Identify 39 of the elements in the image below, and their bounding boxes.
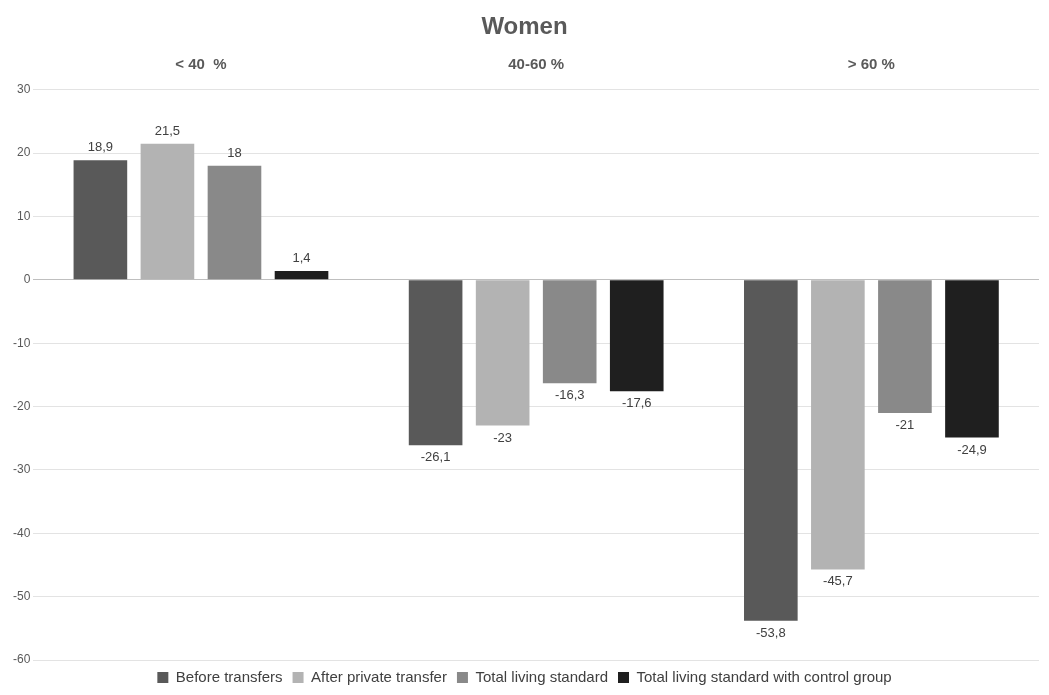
legend-label: After private transfer	[311, 667, 447, 685]
y-tick-label: 0	[23, 272, 31, 287]
chart-title: Women	[481, 12, 568, 40]
legend-label: Total living standard	[475, 667, 609, 685]
x-tick-label: > 60 %	[847, 54, 895, 72]
y-tick-label: -60	[13, 652, 31, 667]
y-tick-label: 30	[16, 82, 31, 97]
y-tick-label: -50	[13, 588, 31, 603]
data-label: 18,9	[87, 139, 114, 155]
y-tick-label: -20	[13, 398, 31, 413]
data-label: 18	[227, 144, 242, 160]
bar	[207, 165, 262, 280]
bar	[274, 271, 329, 280]
data-label: -16,3	[554, 387, 585, 403]
legend-label: Total living standard with control group	[636, 667, 892, 685]
y-tick-label: -40	[13, 525, 31, 540]
y-tick-label: 20	[16, 145, 31, 160]
data-label: -26,1	[420, 449, 451, 465]
legend-label: Before transfers	[175, 667, 283, 685]
x-tick-label: 40-60 %	[508, 54, 565, 72]
y-tick-label: 10	[16, 208, 31, 223]
bar	[744, 280, 798, 621]
y-tick-label: -30	[13, 462, 31, 477]
bar	[542, 280, 597, 384]
data-label: 21,5	[154, 122, 181, 138]
bar	[945, 280, 999, 438]
bar	[73, 160, 128, 280]
bar	[878, 280, 932, 413]
data-label: -17,6	[621, 395, 652, 411]
data-label: -45,7	[823, 573, 853, 589]
data-label: -24,9	[957, 441, 987, 457]
bar	[408, 280, 463, 446]
x-tick-label: < 40 %	[175, 54, 227, 72]
y-tick-label: -10	[13, 335, 31, 350]
data-label: -21	[895, 416, 915, 432]
data-label: 1,4	[292, 250, 311, 266]
data-label: -53,8	[756, 624, 786, 640]
data-label: -23	[493, 429, 513, 445]
bar	[609, 280, 664, 392]
